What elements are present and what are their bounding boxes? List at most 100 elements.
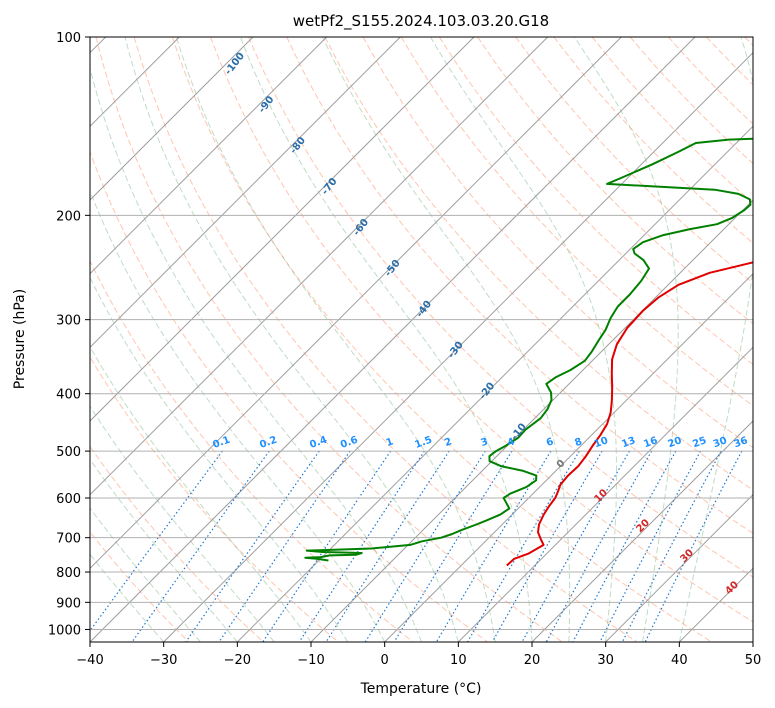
isotherm-line bbox=[90, 37, 328, 275]
plot-frame bbox=[89, 36, 754, 643]
plot-area bbox=[90, 37, 753, 642]
isotherm-line bbox=[310, 199, 753, 642]
chart-title: wetPf2_S155.2024.103.03.20.G18 bbox=[293, 12, 549, 31]
moist-adiabat-line bbox=[239, 37, 533, 642]
moist-adiabat-line bbox=[322, 37, 571, 642]
moist-adiabat-line bbox=[678, 37, 753, 642]
isotherm-line bbox=[531, 420, 753, 642]
dry-adiabat-line bbox=[90, 531, 190, 642]
mixing-ratio-label: 20 bbox=[667, 435, 684, 450]
isotherm-line bbox=[90, 37, 622, 570]
mixing-ratio-label: 30 bbox=[712, 435, 729, 450]
isotherm-line bbox=[90, 37, 475, 422]
isotherm-line bbox=[236, 125, 753, 642]
x-axis-ticks: −40 −30 −20 −10 0 10 20 30 40 50 bbox=[76, 642, 761, 668]
mixing-ratio-label: 25 bbox=[691, 435, 708, 450]
dry-adiabat-line bbox=[515, 37, 753, 284]
temperature-profile-line bbox=[506, 261, 753, 567]
x-tick-label: 40 bbox=[671, 653, 688, 668]
dry-adiabat-line bbox=[210, 37, 753, 623]
y-tick-label: 200 bbox=[56, 209, 81, 224]
mixing-ratio-label: 8 bbox=[573, 436, 583, 449]
dry-adiabat-line bbox=[90, 355, 339, 642]
x-axis-label: Temperature (°C) bbox=[360, 681, 482, 697]
mixing-ratio-label: 36 bbox=[733, 435, 750, 450]
y-tick-label: 500 bbox=[56, 445, 81, 460]
skewed-isotherms bbox=[90, 37, 753, 642]
moist-adiabat-line bbox=[90, 458, 238, 642]
y-tick-label: 600 bbox=[56, 492, 81, 507]
mixing-ratio-line bbox=[218, 450, 351, 642]
y-tick-label: 300 bbox=[56, 314, 81, 329]
mixing-ratio-label: 10 bbox=[593, 435, 610, 450]
y-tick-label: 100 bbox=[56, 31, 81, 46]
dry-adiabat-line bbox=[591, 37, 753, 204]
moist-adiabat-line bbox=[90, 553, 165, 642]
x-tick-label: −20 bbox=[224, 653, 251, 668]
isotherm-line bbox=[163, 51, 753, 642]
moist-adiabat-line bbox=[430, 37, 617, 642]
moist-adiabat-line bbox=[90, 189, 386, 642]
mixing-ratio-line bbox=[185, 450, 320, 642]
dewpoint-profile-line bbox=[304, 137, 753, 562]
dry-adiabat-line bbox=[400, 37, 753, 407]
mixing-ratio-line bbox=[521, 450, 631, 642]
mixing-ratio-lines bbox=[90, 450, 743, 642]
mixing-ratio-line bbox=[621, 450, 722, 642]
x-tick-label: 10 bbox=[450, 653, 467, 668]
isobar-gridlines bbox=[90, 37, 753, 630]
isotherm-line bbox=[90, 37, 401, 349]
mixing-ratio-label: 1 bbox=[385, 436, 395, 449]
y-tick-label: 400 bbox=[56, 388, 81, 403]
mixing-ratio-line bbox=[491, 450, 603, 642]
moist-adiabats bbox=[90, 37, 753, 642]
x-tick-label: 0 bbox=[381, 653, 389, 668]
y-tick-label: 700 bbox=[56, 532, 81, 547]
dry-adiabat-line bbox=[362, 37, 753, 449]
dry-adiabat-line bbox=[90, 445, 264, 642]
isotherm-line bbox=[457, 346, 753, 642]
mixing-ratio-line bbox=[572, 450, 677, 642]
moist-adiabat-line bbox=[90, 405, 275, 642]
moist-adiabat-line bbox=[124, 37, 459, 642]
mixing-ratio-line bbox=[466, 450, 580, 642]
x-tick-label: 30 bbox=[597, 653, 614, 668]
dry-adiabat-line bbox=[438, 37, 753, 365]
x-tick-label: 20 bbox=[524, 653, 541, 668]
mixing-ratio-line bbox=[545, 450, 653, 642]
x-tick-label: −30 bbox=[150, 653, 177, 668]
mixing-ratio-label: 13 bbox=[620, 435, 637, 450]
mixing-ratio-label: 3 bbox=[479, 436, 489, 449]
moist-adiabat-line bbox=[175, 37, 496, 642]
dry-adiabat-line bbox=[248, 37, 753, 578]
y-tick-label: 900 bbox=[56, 596, 81, 611]
isotherm-line bbox=[90, 37, 254, 201]
moist-adiabat-line bbox=[90, 507, 201, 642]
mixing-ratio-line bbox=[599, 450, 702, 642]
moist-adiabat-line bbox=[90, 65, 422, 642]
isotherm-line bbox=[90, 37, 696, 642]
mixing-ratio-label: 2 bbox=[443, 436, 453, 449]
y-axis-label: Pressure (hPa) bbox=[12, 289, 28, 389]
isotherm-line bbox=[384, 272, 753, 642]
mixing-ratio-line bbox=[131, 450, 270, 642]
x-tick-label: −40 bbox=[76, 653, 103, 668]
mixing-ratio-line bbox=[364, 450, 486, 642]
dry-adiabat-line bbox=[133, 37, 638, 642]
y-tick-label: 800 bbox=[56, 566, 81, 581]
dry-adiabat-line bbox=[477, 37, 753, 325]
y-tick-label: 1000 bbox=[48, 623, 81, 638]
dry-adiabat-line bbox=[629, 37, 753, 165]
dry-adiabat-line bbox=[95, 37, 563, 642]
isotherm-line bbox=[90, 37, 549, 496]
dry-adiabats bbox=[90, 37, 753, 642]
moist-adiabat-line bbox=[574, 37, 679, 642]
x-tick-label: 50 bbox=[745, 653, 762, 668]
dry-adiabat-line bbox=[171, 37, 712, 642]
mixing-ratio-label: 4 bbox=[506, 436, 516, 449]
isotherm-line bbox=[605, 493, 753, 642]
y-axis-ticks: 100 200 300 400 500 600 700 800 900 1000 bbox=[48, 31, 90, 638]
x-tick-label: −10 bbox=[297, 653, 324, 668]
